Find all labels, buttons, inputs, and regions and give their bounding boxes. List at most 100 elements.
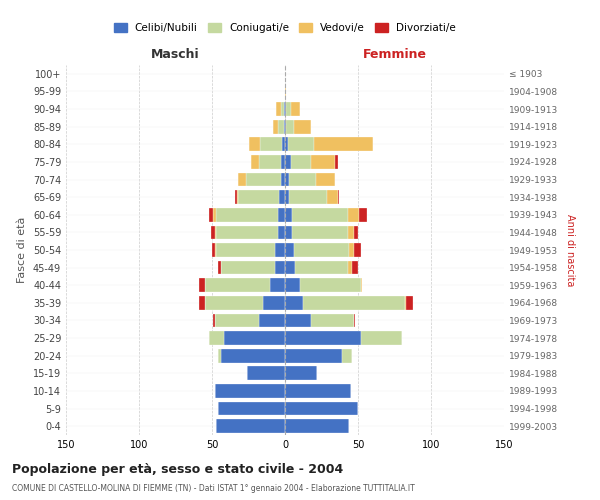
Bar bbox=[285, 402, 358, 415]
Bar bbox=[292, 226, 348, 239]
Bar bbox=[237, 190, 238, 204]
Bar bbox=[285, 420, 349, 433]
Bar bbox=[314, 138, 373, 151]
Bar bbox=[211, 226, 215, 239]
Bar bbox=[199, 296, 205, 310]
Bar bbox=[278, 120, 284, 134]
Bar bbox=[405, 296, 406, 310]
Bar bbox=[286, 102, 291, 116]
Bar bbox=[245, 172, 281, 186]
Bar bbox=[215, 314, 259, 328]
Bar bbox=[285, 120, 286, 134]
Bar bbox=[214, 314, 215, 328]
Bar bbox=[259, 314, 285, 328]
Bar bbox=[406, 296, 413, 310]
Bar bbox=[353, 226, 358, 239]
Bar bbox=[311, 314, 353, 328]
Bar bbox=[285, 226, 292, 239]
Bar bbox=[294, 243, 349, 257]
Bar bbox=[215, 226, 217, 239]
Bar bbox=[260, 138, 282, 151]
Bar bbox=[289, 172, 316, 186]
Bar bbox=[361, 331, 402, 345]
Bar bbox=[353, 314, 355, 328]
Bar bbox=[218, 260, 221, 274]
Bar bbox=[217, 420, 285, 433]
Bar bbox=[285, 260, 295, 274]
Bar bbox=[217, 243, 275, 257]
Bar bbox=[221, 349, 285, 362]
Bar bbox=[352, 260, 358, 274]
Bar bbox=[275, 260, 285, 274]
Bar bbox=[238, 172, 245, 186]
Bar bbox=[285, 366, 317, 380]
Y-axis label: Anni di nascita: Anni di nascita bbox=[565, 214, 575, 286]
Bar bbox=[291, 155, 311, 169]
Bar bbox=[279, 190, 285, 204]
Bar bbox=[215, 384, 285, 398]
Bar bbox=[215, 243, 217, 257]
Bar bbox=[285, 331, 361, 345]
Bar bbox=[353, 243, 361, 257]
Bar bbox=[235, 190, 237, 204]
Bar bbox=[285, 84, 286, 98]
Bar bbox=[281, 172, 285, 186]
Bar bbox=[294, 120, 311, 134]
Text: COMUNE DI CASTELLO-MOLINA DI FIEMME (TN) - Dati ISTAT 1° gennaio 2004 - Elaboraz: COMUNE DI CASTELLO-MOLINA DI FIEMME (TN)… bbox=[12, 484, 415, 493]
Bar bbox=[361, 278, 362, 292]
Bar bbox=[209, 331, 224, 345]
Bar bbox=[274, 120, 278, 134]
Bar bbox=[359, 208, 367, 222]
Bar bbox=[217, 226, 278, 239]
Text: Popolazione per età, sesso e stato civile - 2004: Popolazione per età, sesso e stato civil… bbox=[12, 462, 343, 475]
Bar bbox=[348, 208, 359, 222]
Bar bbox=[214, 208, 217, 222]
Bar bbox=[348, 260, 352, 274]
Bar bbox=[285, 314, 311, 328]
Bar bbox=[217, 208, 278, 222]
Bar bbox=[348, 226, 353, 239]
Bar bbox=[335, 155, 338, 169]
Bar bbox=[251, 155, 259, 169]
Bar bbox=[338, 190, 339, 204]
Bar bbox=[285, 190, 289, 204]
Bar bbox=[209, 208, 214, 222]
Bar bbox=[276, 102, 281, 116]
Bar bbox=[286, 120, 294, 134]
Bar bbox=[285, 296, 302, 310]
Text: Femmine: Femmine bbox=[362, 48, 427, 62]
Bar bbox=[278, 226, 285, 239]
Bar bbox=[205, 278, 271, 292]
Bar bbox=[292, 208, 348, 222]
Bar bbox=[295, 260, 348, 274]
Bar bbox=[218, 402, 285, 415]
Legend: Celibi/Nubili, Coniugati/e, Vedovi/e, Divorziati/e: Celibi/Nubili, Coniugati/e, Vedovi/e, Di… bbox=[110, 18, 460, 37]
Bar bbox=[285, 243, 294, 257]
Bar bbox=[259, 155, 281, 169]
Bar bbox=[282, 138, 285, 151]
Bar bbox=[291, 102, 299, 116]
Bar bbox=[289, 190, 328, 204]
Bar bbox=[285, 172, 289, 186]
Bar bbox=[285, 138, 288, 151]
Bar bbox=[205, 296, 263, 310]
Bar bbox=[284, 120, 285, 134]
Y-axis label: Fasce di età: Fasce di età bbox=[17, 217, 27, 283]
Bar bbox=[285, 384, 350, 398]
Bar bbox=[311, 155, 335, 169]
Bar bbox=[285, 349, 342, 362]
Bar bbox=[218, 349, 221, 362]
Bar bbox=[288, 138, 314, 151]
Bar bbox=[221, 260, 275, 274]
Bar bbox=[263, 296, 285, 310]
Bar bbox=[285, 155, 291, 169]
Bar bbox=[247, 366, 285, 380]
Bar bbox=[281, 155, 285, 169]
Bar bbox=[248, 138, 260, 151]
Bar bbox=[275, 243, 285, 257]
Bar bbox=[238, 190, 279, 204]
Bar bbox=[284, 102, 285, 116]
Bar bbox=[224, 331, 285, 345]
Bar bbox=[299, 278, 361, 292]
Bar bbox=[349, 243, 353, 257]
